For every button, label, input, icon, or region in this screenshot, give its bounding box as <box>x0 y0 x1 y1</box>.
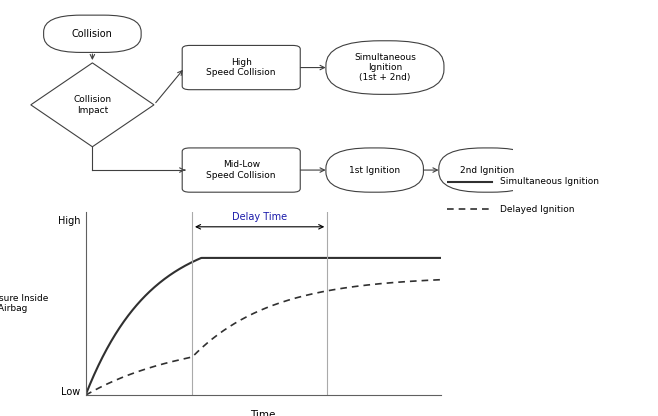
FancyBboxPatch shape <box>182 148 300 192</box>
FancyBboxPatch shape <box>326 148 424 192</box>
Text: 2nd Ignition: 2nd Ignition <box>461 166 515 175</box>
Text: Delayed Ignition: Delayed Ignition <box>501 205 575 214</box>
Text: Mid-Low
Speed Collision: Mid-Low Speed Collision <box>207 160 276 180</box>
FancyBboxPatch shape <box>43 15 141 52</box>
FancyBboxPatch shape <box>182 45 300 90</box>
FancyBboxPatch shape <box>439 148 536 192</box>
Text: High
Speed Collision: High Speed Collision <box>207 58 276 77</box>
Text: Simultaneous Ignition: Simultaneous Ignition <box>501 177 599 186</box>
Text: High: High <box>58 216 80 226</box>
Text: 1st Ignition: 1st Ignition <box>349 166 400 175</box>
FancyBboxPatch shape <box>326 41 444 94</box>
Text: Collision
Impact: Collision Impact <box>73 95 111 114</box>
Text: Simultaneous
Ignition
(1st + 2nd): Simultaneous Ignition (1st + 2nd) <box>354 53 416 82</box>
Text: Collision: Collision <box>72 29 113 39</box>
Text: Delay Time: Delay Time <box>232 212 287 222</box>
Text: Low: Low <box>61 387 80 397</box>
Text: Time: Time <box>251 410 276 416</box>
Text: Pressure Inside
the Airbag: Pressure Inside the Airbag <box>0 294 49 313</box>
Polygon shape <box>31 63 154 147</box>
